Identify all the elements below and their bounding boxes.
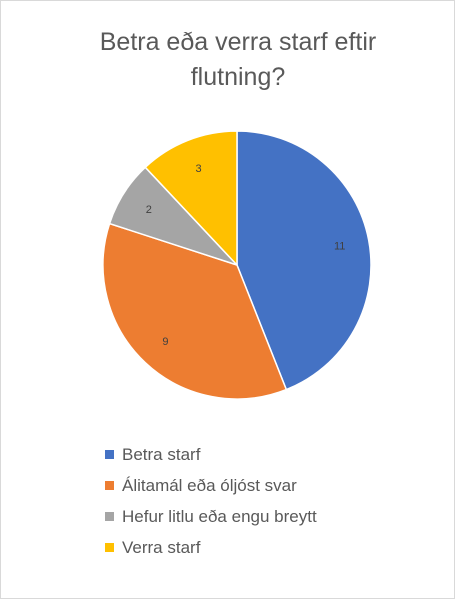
legend-label-4: Verra starf [122,538,201,557]
data-label-4: 3 [195,163,201,175]
legend-swatch-3 [105,512,114,521]
data-label-2: 9 [162,336,168,348]
legend-swatch-1 [105,450,114,459]
legend: Betra starf Álitamál eða óljóst svar Hefur… [105,445,317,557]
legend-label-2: Álitamál eða óljóst svar [122,476,297,495]
pie-slices [103,131,371,399]
legend-label-1: Betra starf [122,445,201,464]
chart-title-line-2: flutning? [191,63,286,91]
data-label-1: 11 [334,240,345,252]
legend-swatch-2 [105,481,114,490]
legend-label-3: Hefur litlu eða engu breytt [122,507,317,526]
data-label-3: 2 [146,204,152,216]
legend-swatch-4 [105,543,114,552]
chart-title-line-1: Betra eða verra starf eftir [100,28,377,56]
